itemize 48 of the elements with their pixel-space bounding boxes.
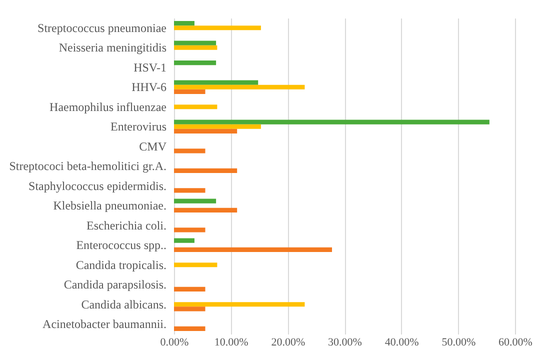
x-tick-label: 10.00%: [214, 336, 248, 348]
bar: [174, 168, 238, 174]
bar: [174, 89, 206, 94]
bar: [174, 26, 261, 30]
bar: [174, 20, 194, 26]
bar: [174, 45, 218, 50]
bar: [174, 198, 216, 204]
bar: [174, 286, 206, 292]
y-tick-label: HHV-6: [132, 80, 166, 94]
bar: [174, 228, 206, 232]
y-tick-label: CMV: [139, 139, 167, 154]
y-tick-label: Haemophilus influenzae: [50, 100, 166, 114]
bar: [174, 40, 216, 46]
x-tick-label: 60.00%: [498, 336, 532, 348]
bar: [174, 247, 332, 252]
y-tick-label: Candida tropicalis.: [76, 258, 166, 272]
x-tick-label: 20.00%: [271, 336, 306, 348]
bar: [174, 80, 258, 85]
bar: [174, 124, 261, 129]
bar: [174, 104, 218, 110]
bar: [174, 120, 490, 124]
y-tick-label: Streptococi beta-hemolitici gr.A.: [9, 159, 166, 174]
y-tick-label: Escherichia coli.: [86, 218, 166, 232]
bar: [174, 84, 305, 90]
x-tick-label: 0.00%: [160, 336, 189, 348]
x-tick-label: 50.00%: [442, 336, 476, 348]
bar: [174, 188, 206, 193]
bar: [174, 262, 218, 268]
bar: [174, 302, 305, 307]
bar: [174, 238, 194, 243]
bar: [174, 306, 206, 312]
y-tick-label: Acinetobacter baumannii.: [42, 317, 166, 332]
y-tick-label: Enterovirus: [110, 120, 167, 134]
y-tick-label: Staphylococcus epidermidis.: [28, 178, 166, 193]
x-tick-label: 30.00%: [328, 336, 362, 348]
y-tick-label: Streptococcus pneumoniae: [38, 20, 166, 35]
y-tick-label: Candida parapsilosis.: [64, 278, 166, 292]
bar: [174, 326, 206, 332]
y-tick-label: Klebsiella pneumoniae.: [53, 198, 166, 213]
y-tick-label: HSV-1: [134, 60, 166, 74]
y-tick-label: Enterococcus spp..: [76, 238, 166, 252]
y-tick-label: Neisseria meningitidis: [58, 40, 167, 55]
bar: [174, 128, 238, 134]
bar: [174, 60, 216, 66]
x-tick-label: 40.00%: [384, 336, 419, 348]
bar: [174, 208, 238, 213]
bar: [174, 148, 206, 154]
y-tick-label: Candida albicans.: [81, 297, 166, 312]
